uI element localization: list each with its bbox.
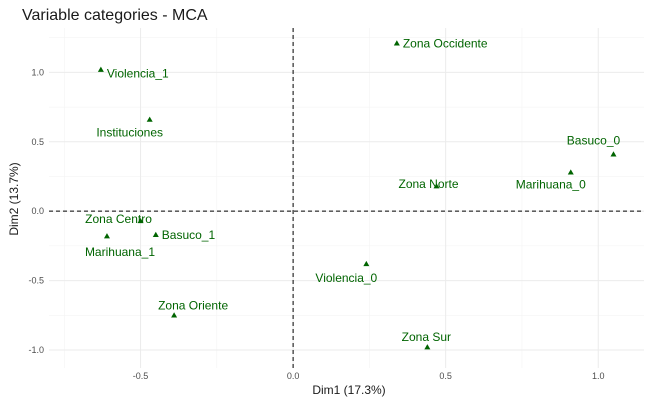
point-marker (97, 66, 104, 72)
point-marker (137, 217, 144, 224)
point-marker (146, 116, 153, 122)
point-marker (152, 231, 159, 237)
point-label: Zona Sur (402, 330, 451, 344)
point-label: Zona Norte (398, 177, 458, 191)
y-tick-label: 0.5 (31, 137, 44, 147)
point-marker (363, 260, 370, 267)
y-axis-title: Dim2 (13.7%) (7, 162, 21, 235)
point-marker (393, 40, 400, 46)
point-label: Basuco_0 (567, 133, 621, 147)
x-axis-title: Dim1 (17.3%) (312, 383, 385, 397)
point-marker (103, 233, 110, 239)
point-label: Marihuana_0 (516, 177, 586, 191)
x-tick-label: 0.0 (287, 371, 300, 381)
reference-lines (49, 28, 644, 368)
point-label: Marihuana_1 (85, 245, 155, 259)
y-tick-label: -0.5 (28, 276, 44, 286)
point-marker (171, 312, 178, 318)
point-marker (424, 344, 431, 350)
point-marker (567, 169, 574, 175)
y-tick-label: -1.0 (28, 345, 44, 355)
points (97, 40, 617, 350)
y-tick-label: 0.0 (31, 206, 44, 216)
y-tick-label: 1.0 (31, 67, 44, 77)
point-label: Zona Oriente (158, 298, 228, 312)
x-tick-label: -0.5 (133, 371, 149, 381)
point-marker (610, 151, 617, 157)
point-label: Zona Occidente (403, 36, 488, 50)
point-label: Basuco_1 (162, 228, 216, 242)
tick-labels: -0.5 0.0 0.5 1.0 -1.0 -0.5 0.0 0.5 1.0 (28, 67, 604, 381)
point-marker (433, 183, 440, 189)
point-label: Instituciones (96, 126, 163, 140)
point-labels: Zona Occidente Violencia_1 Instituciones Ba… (85, 36, 621, 344)
x-tick-label: 0.5 (439, 371, 452, 381)
point-label: Violencia_0 (315, 271, 377, 285)
x-tick-label: 1.0 (592, 371, 605, 381)
point-label: Violencia_1 (107, 67, 169, 81)
chart-title: Variable categories - MCA (22, 7, 208, 24)
point-label: Zona Centro (85, 212, 152, 226)
